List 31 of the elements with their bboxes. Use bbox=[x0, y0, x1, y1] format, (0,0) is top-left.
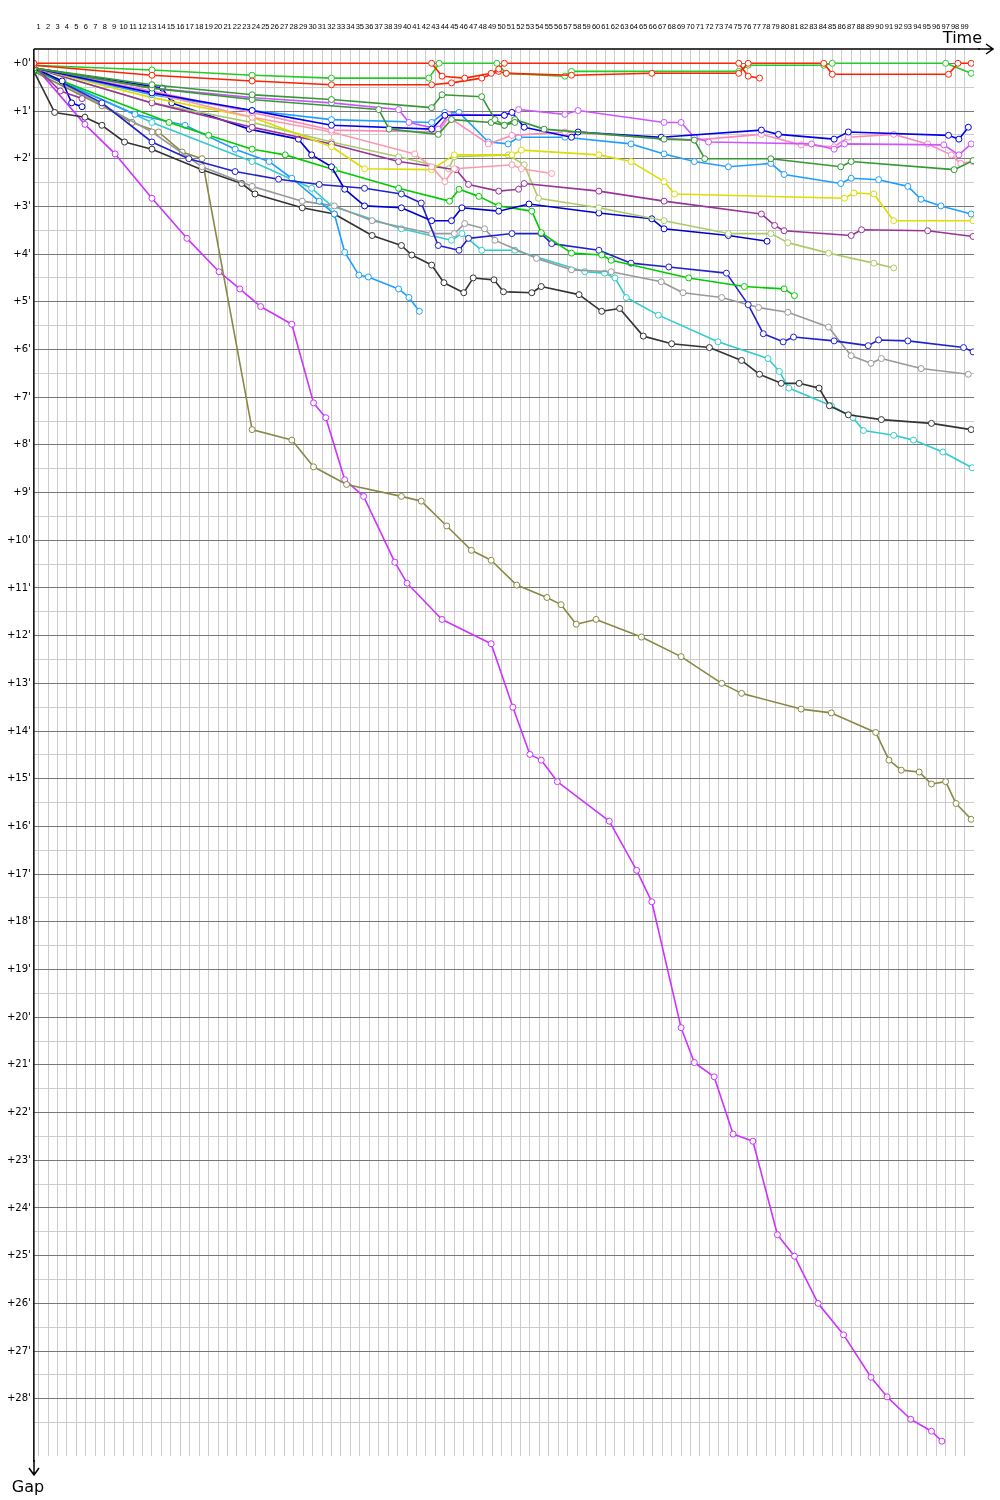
y-tick-label: +26' bbox=[6, 1296, 31, 1308]
y-tick-label: +10' bbox=[6, 533, 31, 545]
y-tick-label: +27' bbox=[6, 1344, 31, 1356]
y-tick-label: +25' bbox=[6, 1249, 31, 1261]
x-axis-title: Time bbox=[941, 28, 982, 48]
y-tick-label: +28' bbox=[6, 1392, 31, 1404]
y-tick-label: +17' bbox=[6, 867, 31, 879]
y-tick-label: +14' bbox=[6, 724, 31, 736]
y-tick-label: +12' bbox=[6, 629, 31, 641]
y-tick-label: +5' bbox=[13, 295, 31, 307]
y-tick-label: +11' bbox=[6, 581, 31, 593]
y-tick-label: +22' bbox=[6, 1106, 31, 1118]
y-tick-label: +2' bbox=[13, 152, 31, 164]
y-axis-title: Gap bbox=[11, 1477, 45, 1497]
y-tick-label: +24' bbox=[6, 1201, 31, 1213]
y-tick-label: +9' bbox=[13, 486, 31, 498]
y-tick-label: +1' bbox=[13, 104, 31, 116]
y-tick-label: +20' bbox=[6, 1010, 31, 1022]
y-tick-label: +6' bbox=[13, 343, 31, 355]
y-tick-label: +4' bbox=[13, 247, 31, 259]
y-tick-label: +23' bbox=[6, 1153, 31, 1165]
y-tick-label: +0' bbox=[13, 56, 31, 68]
y-tick-label: +7' bbox=[13, 390, 31, 402]
y-tick-label: +3' bbox=[13, 199, 31, 211]
y-tick-label: +16' bbox=[6, 820, 31, 832]
y-tick-label: +21' bbox=[6, 1058, 31, 1070]
y-tick-label: +8' bbox=[13, 438, 31, 450]
y-tick-label: +13' bbox=[6, 676, 31, 688]
y-tick-label: +19' bbox=[6, 963, 31, 975]
y-tick-label: +18' bbox=[6, 915, 31, 927]
y-tick-label: +15' bbox=[6, 772, 31, 784]
